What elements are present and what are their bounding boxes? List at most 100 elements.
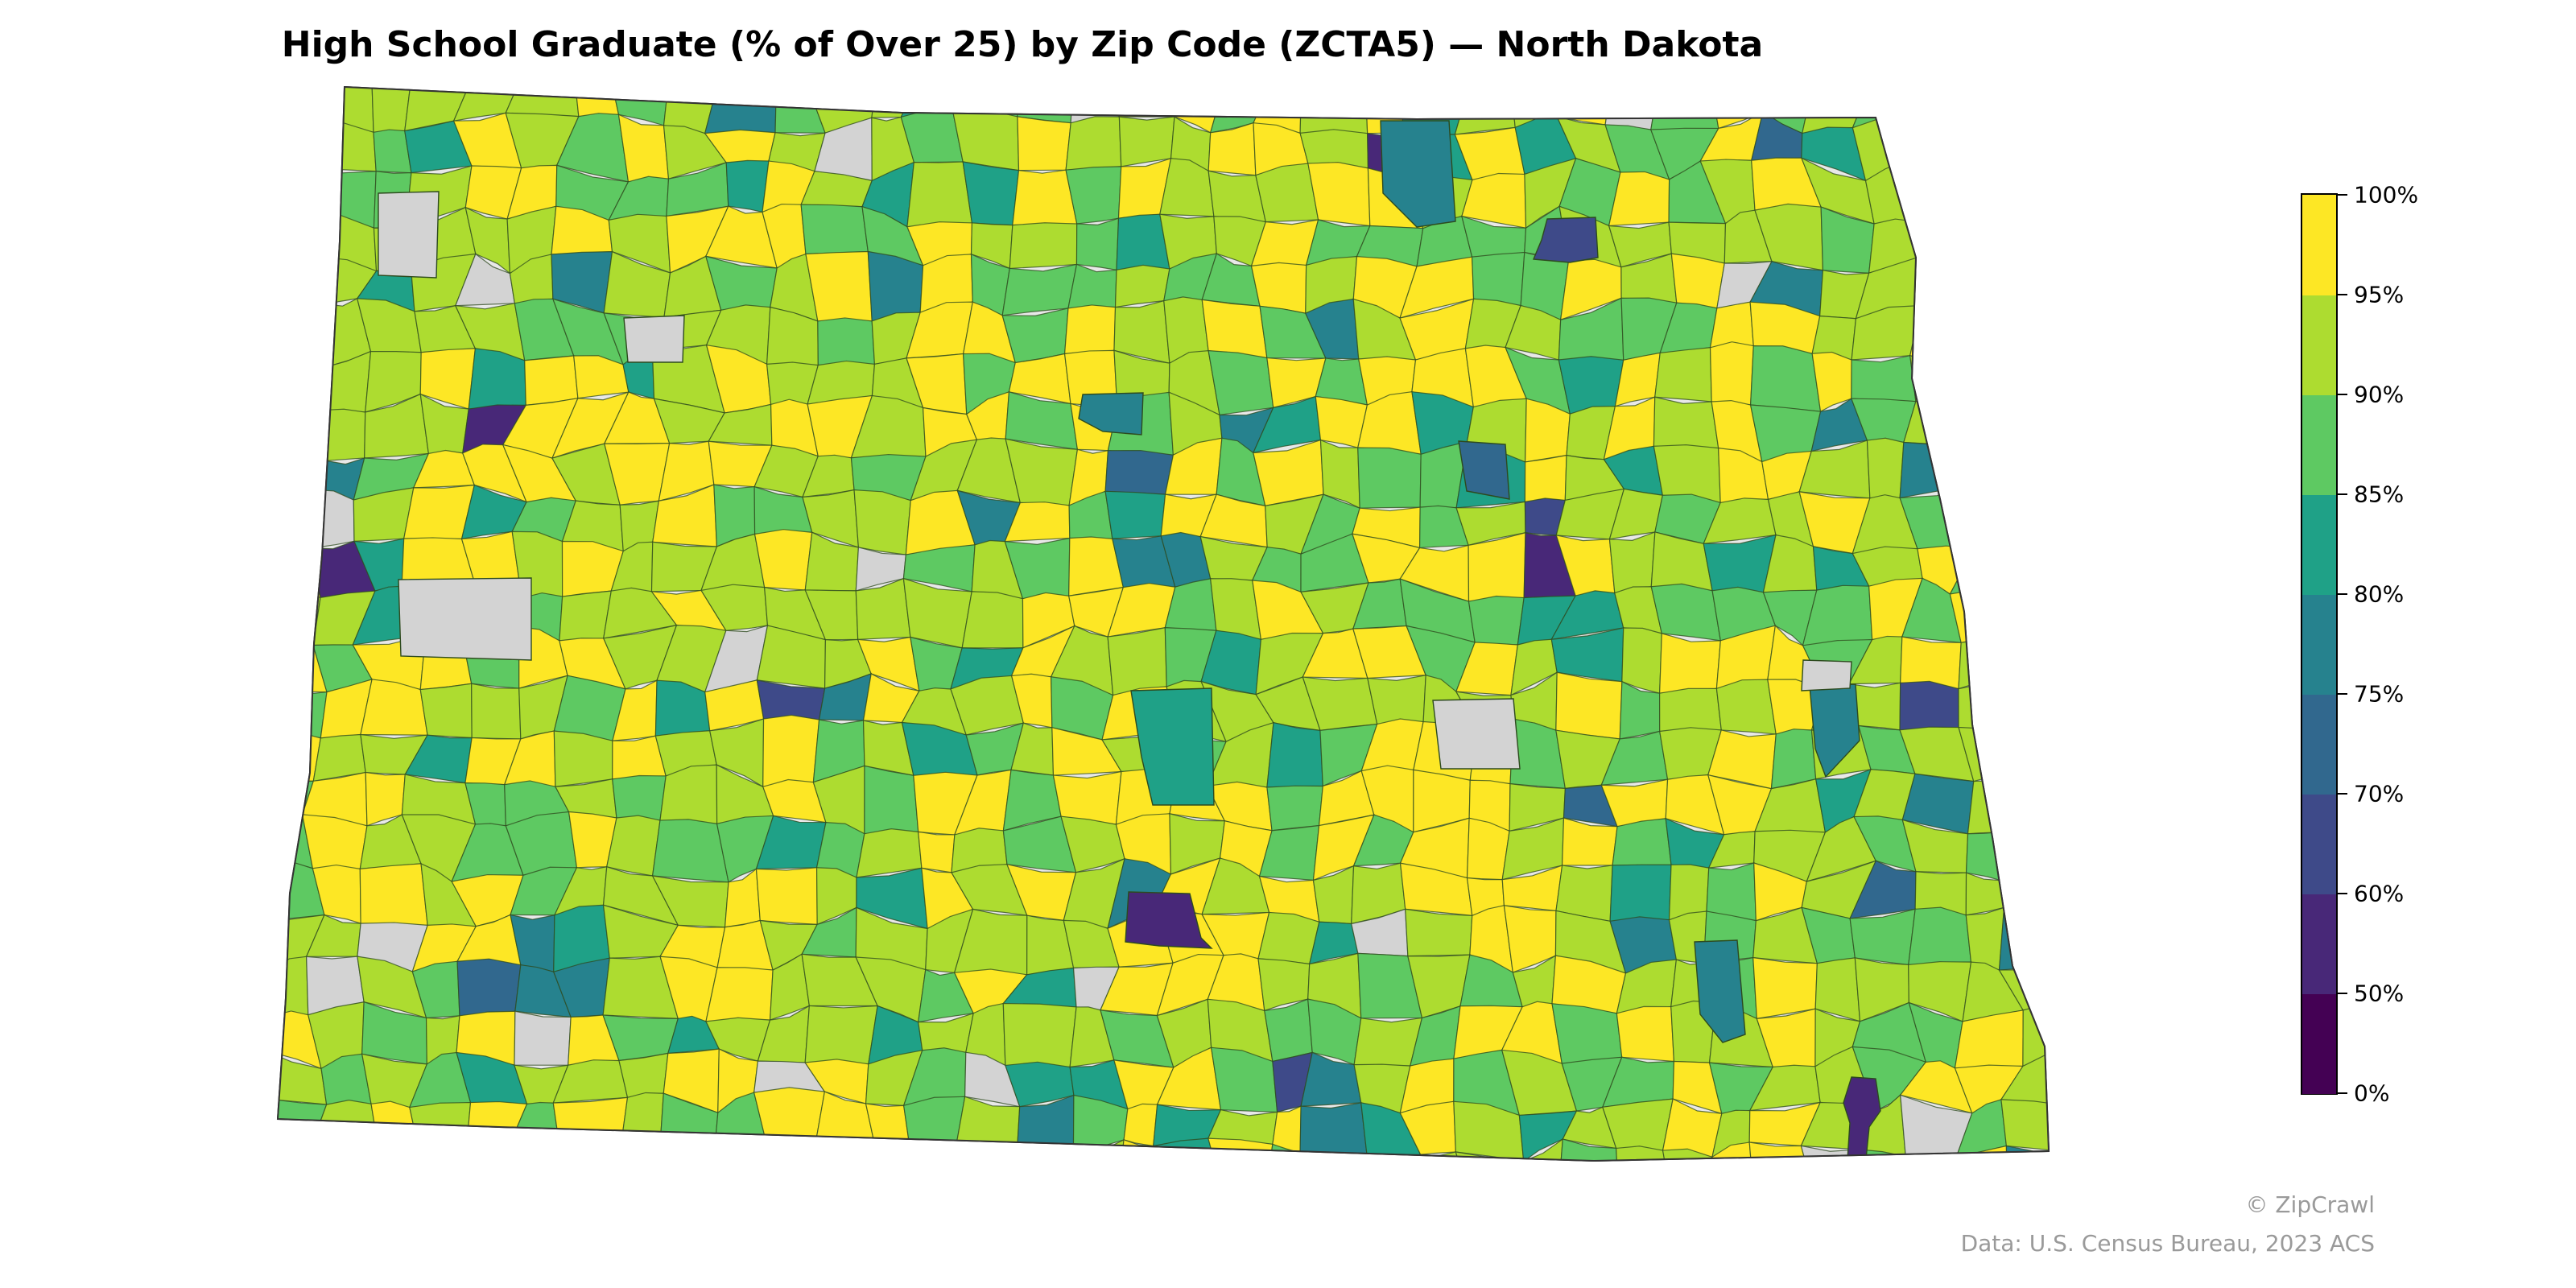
zcta-region <box>1266 785 1323 832</box>
zcta-region <box>755 867 818 926</box>
zcta-region <box>1900 636 1962 690</box>
colorbar-tick-label: 80% <box>2354 580 2405 608</box>
zcta-region <box>1075 217 1120 271</box>
colorbar-tick <box>2338 493 2347 495</box>
zcta-region <box>1908 906 1972 966</box>
zcta-region <box>900 1156 968 1161</box>
zcta-region <box>1965 906 2005 971</box>
zcta-region <box>462 1152 528 1161</box>
zcta-region <box>1650 87 1719 130</box>
colorbar-tick <box>2338 893 2347 894</box>
zcta-region <box>1998 906 2049 971</box>
zcta-region <box>1905 1155 1957 1161</box>
zcta-region <box>2051 952 2116 1018</box>
zcta-region <box>2073 253 2112 319</box>
zcta-region <box>278 118 312 168</box>
zcta-region <box>1955 1145 2008 1161</box>
zcta-region <box>952 109 1020 171</box>
colorbar-tick <box>2338 693 2347 695</box>
zcta-region <box>2048 582 2049 648</box>
zcta-region <box>2052 438 2124 506</box>
zcta-region <box>724 1197 778 1253</box>
zcta-region <box>864 765 919 835</box>
colorbar-segment <box>2302 594 2336 695</box>
zcta-region <box>1558 356 1624 415</box>
zcta-region <box>419 683 473 739</box>
zcta-region <box>2052 404 2112 449</box>
zcta-region <box>1261 1191 1327 1245</box>
colorbar-tick <box>2338 793 2347 795</box>
zcta-region <box>1130 687 1215 806</box>
zcta-region <box>278 167 309 216</box>
zcta-region <box>1899 680 1959 731</box>
zcta-region <box>1266 721 1323 788</box>
zcta-region <box>605 1191 664 1253</box>
zcta-region <box>502 1190 566 1244</box>
zcta-region <box>1558 1203 1619 1254</box>
zcta-region <box>2024 448 2049 506</box>
zcta-region <box>1123 1103 1158 1147</box>
zcta-region <box>271 1186 324 1244</box>
colorbar-tick-label: 70% <box>2354 780 2405 807</box>
zcta-region <box>398 577 532 661</box>
zcta-region <box>1609 864 1672 922</box>
zcta-region <box>1612 818 1672 866</box>
zcta-region <box>1608 531 1656 594</box>
zcta-region <box>2012 626 2049 695</box>
zcta-region <box>2062 782 2101 822</box>
zcta-region <box>278 545 321 599</box>
zcta-region <box>278 209 319 258</box>
zcta-region <box>1922 87 1974 133</box>
zcta-region <box>901 1200 967 1253</box>
zcta-region <box>1965 87 2027 135</box>
brand-credit: © ZipCrawl <box>2245 1191 2375 1218</box>
zcta-region <box>1654 347 1712 402</box>
zcta-region <box>1709 341 1754 406</box>
zcta-region <box>753 1087 826 1158</box>
zcta-region <box>1458 440 1510 500</box>
zcta-region <box>359 863 428 927</box>
zcta-region <box>762 714 820 787</box>
zcta-region <box>1608 1187 1674 1238</box>
zcta-region <box>1556 87 1615 126</box>
zcta-region <box>1466 1195 1519 1255</box>
colorbar-segment <box>2302 993 2336 1094</box>
zcta-region <box>2020 720 2049 786</box>
colorbar-tick <box>2338 1092 2347 1094</box>
zcta-region <box>1421 1195 1468 1255</box>
zcta-region <box>1104 449 1174 495</box>
zcta-region <box>1380 120 1456 228</box>
zcta-region <box>1362 1154 1422 1161</box>
zcta-region <box>1853 1149 1910 1161</box>
colorbar-tick-label: 90% <box>2354 381 2405 408</box>
zcta-region <box>811 1199 863 1240</box>
zcta-region <box>1118 116 1175 167</box>
colorbar-segment <box>2302 694 2336 795</box>
zcta-region <box>1367 675 1426 725</box>
zcta-region <box>2051 627 2120 693</box>
zcta-region <box>2061 506 2124 541</box>
zcta-region <box>2073 168 2118 215</box>
zcta-region <box>606 815 661 877</box>
zcta-region <box>1852 87 1924 129</box>
zcta-region <box>2001 210 2049 275</box>
zcta-region <box>1551 1003 1623 1064</box>
zcta-region <box>1472 251 1525 307</box>
zcta-region <box>2052 314 2112 349</box>
zcta-region <box>2052 347 2112 407</box>
zcta-region <box>621 1092 664 1143</box>
zcta-region <box>1265 1143 1328 1161</box>
zcta-region <box>278 690 328 739</box>
zcta-region <box>278 303 329 369</box>
zcta-region <box>1949 539 2027 595</box>
zcta-region <box>1002 1002 1077 1068</box>
zcta-region <box>712 1156 778 1161</box>
colorbar-tick <box>2338 294 2347 295</box>
zcta-region <box>309 87 374 134</box>
zcta-region <box>1078 392 1144 436</box>
zcta-region <box>1468 595 1525 646</box>
zcta-region <box>1405 908 1473 957</box>
zcta-region <box>2062 1105 2117 1158</box>
zcta-region <box>1715 679 1777 735</box>
